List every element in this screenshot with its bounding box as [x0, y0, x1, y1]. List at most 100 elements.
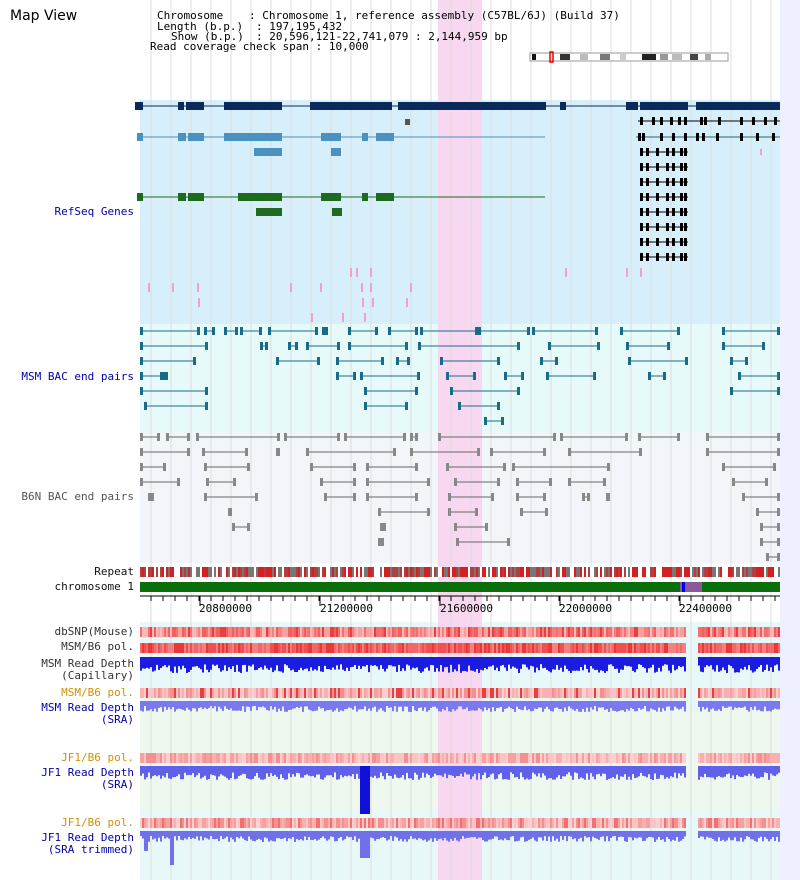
- jf1-b6-pol-heat: [324, 753, 326, 763]
- jf1-depth-trim-bar: [270, 831, 272, 841]
- gene-exon: [321, 133, 341, 141]
- jf1-depth-trim-bar: [610, 831, 612, 838]
- jf1-depth-trim-bar: [206, 831, 208, 839]
- jf1-b6-pol-2-heat: [426, 818, 428, 828]
- msm-b6-pol-2-heat: [354, 688, 356, 698]
- track-label-msm-bac[interactable]: MSM BAC end pairs: [21, 370, 134, 383]
- jf1-b6-pol-heat: [320, 753, 322, 763]
- b6n-bac-end: [638, 433, 641, 441]
- jf1-depth-sra-bar: [334, 766, 336, 773]
- jf1-b6-pol-heat: [208, 753, 210, 763]
- msm-depth-sra-bar: [470, 701, 472, 711]
- repeat-segment: [696, 567, 698, 577]
- jf1-b6-pol-heat: [450, 753, 452, 763]
- msm-b6-pol-heat: [372, 643, 374, 653]
- jf1-depth-trim-bar: [722, 831, 724, 840]
- repeat-segment: [146, 567, 148, 577]
- gene-exon: [684, 193, 687, 201]
- msm-depth-capillary-bar: [568, 657, 570, 671]
- jf1-depth-sra-bar: [704, 766, 706, 774]
- show-range: 20,596,121-22,741,079 : 2,144,959 bp: [269, 30, 508, 43]
- jf1-depth-sra-bar: [448, 766, 450, 775]
- track-label-refseq[interactable]: RefSeq Genes: [54, 205, 134, 218]
- dbsnp-heat: [510, 627, 512, 637]
- dbsnp-heat: [470, 627, 472, 637]
- msm-depth-capillary-bar: [590, 657, 592, 667]
- msm-depth-capillary-bar: [678, 657, 680, 667]
- jf1-b6-pol-heat: [342, 753, 344, 763]
- dbsnp-heat: [636, 627, 638, 637]
- jf1-depth-sra-bar: [766, 766, 768, 774]
- jf1-b6-pol-2-heat: [716, 818, 718, 828]
- gene-exon: [646, 223, 649, 231]
- msm-b6-pol-heat: [308, 643, 310, 653]
- msm-b6-pol-heat: [594, 643, 596, 653]
- jf1-depth-trim-bar: [428, 831, 430, 841]
- b6n-bac-end: [229, 508, 232, 516]
- jf1-b6-pol-heat: [524, 753, 526, 763]
- jf1-b6-pol-heat: [644, 753, 646, 763]
- dbsnp-heat: [508, 627, 510, 637]
- jf1-b6-pol-2-heat: [356, 818, 358, 828]
- jf1-b6-pol-2-heat: [210, 818, 212, 828]
- dbsnp-heat: [386, 627, 388, 637]
- msm-depth-sra-bar: [536, 701, 538, 709]
- jf1-depth-trim-bar: [616, 831, 618, 841]
- msm-depth-sra-bar: [310, 701, 312, 711]
- msm-b6-pol-heat: [236, 643, 238, 653]
- jf1-b6-pol-heat: [184, 753, 186, 763]
- repeat-segment: [244, 567, 246, 577]
- jf1-depth-sra-bar: [602, 766, 604, 774]
- jf1-depth-sra-bar: [450, 766, 452, 776]
- refseq-mark: [760, 149, 762, 155]
- jf1-b6-pol-2-heat: [268, 818, 270, 828]
- repeat-segment: [238, 567, 240, 577]
- jf1-depth-sra-bar: [488, 766, 490, 778]
- msm-depth-sra-bar: [202, 701, 204, 710]
- msm-b6-pol-heat: [676, 643, 678, 653]
- jf1-depth-sra-bar: [744, 766, 746, 776]
- repeat-segment: [280, 567, 282, 577]
- jf1-b6-pol-heat: [544, 753, 546, 763]
- jf1-b6-pol-2-heat: [622, 818, 624, 828]
- msm-bac-end: [415, 387, 418, 395]
- msm-b6-pol-2-heat: [290, 688, 292, 698]
- msm-b6-pol-heat: [430, 643, 432, 653]
- dbsnp-heat: [628, 627, 630, 637]
- repeat-segment: [246, 567, 248, 577]
- msm-depth-capillary-bar: [284, 657, 286, 665]
- jf1-depth-sra-bar: [208, 766, 210, 780]
- jf1-depth-trim-bar: [156, 831, 158, 842]
- jf1-depth-trim-bar: [392, 831, 394, 841]
- jf1-depth-sra-bar: [434, 766, 436, 774]
- jf1-b6-pol-heat: [634, 753, 636, 763]
- jf1-b6-pol-2-heat: [532, 818, 534, 828]
- msm-b6-pol-2-heat: [360, 688, 362, 698]
- msm-bac-end: [288, 342, 291, 350]
- msm-b6-pol-heat: [378, 643, 380, 653]
- repeat-segment: [720, 567, 722, 577]
- jf1-b6-pol-2-heat: [746, 818, 748, 828]
- b6n-bac-end: [777, 538, 780, 546]
- msm-depth-capillary-bar: [296, 657, 298, 673]
- gene-exon: [772, 133, 775, 141]
- track-label-b6n-bac[interactable]: B6N BAC end pairs: [21, 490, 134, 503]
- dbsnp-heat: [672, 627, 674, 637]
- jf1-depth-sra-bar: [484, 766, 486, 773]
- msm-b6-pol-heat: [364, 643, 366, 653]
- repeat-segment: [618, 567, 620, 577]
- jf1-b6-pol-heat: [722, 753, 724, 763]
- dbsnp-heat: [294, 627, 296, 637]
- msm-bac-end: [144, 402, 147, 410]
- refseq-variant-mark: [406, 298, 408, 307]
- jf1-depth-trim-bar: [196, 831, 198, 837]
- jf1-b6-pol-2-heat: [196, 818, 198, 828]
- msm-depth-capillary-bar: [456, 657, 458, 672]
- dbsnp-heat: [702, 627, 704, 637]
- jf1-b6-pol-heat: [578, 753, 580, 763]
- dbsnp-heat: [512, 627, 514, 637]
- jf1-depth-trim-bar: [164, 831, 166, 839]
- jf1-b6-pol-heat: [724, 753, 726, 763]
- msm-depth-sra-bar: [230, 701, 232, 709]
- b6n-bac-end: [393, 448, 396, 456]
